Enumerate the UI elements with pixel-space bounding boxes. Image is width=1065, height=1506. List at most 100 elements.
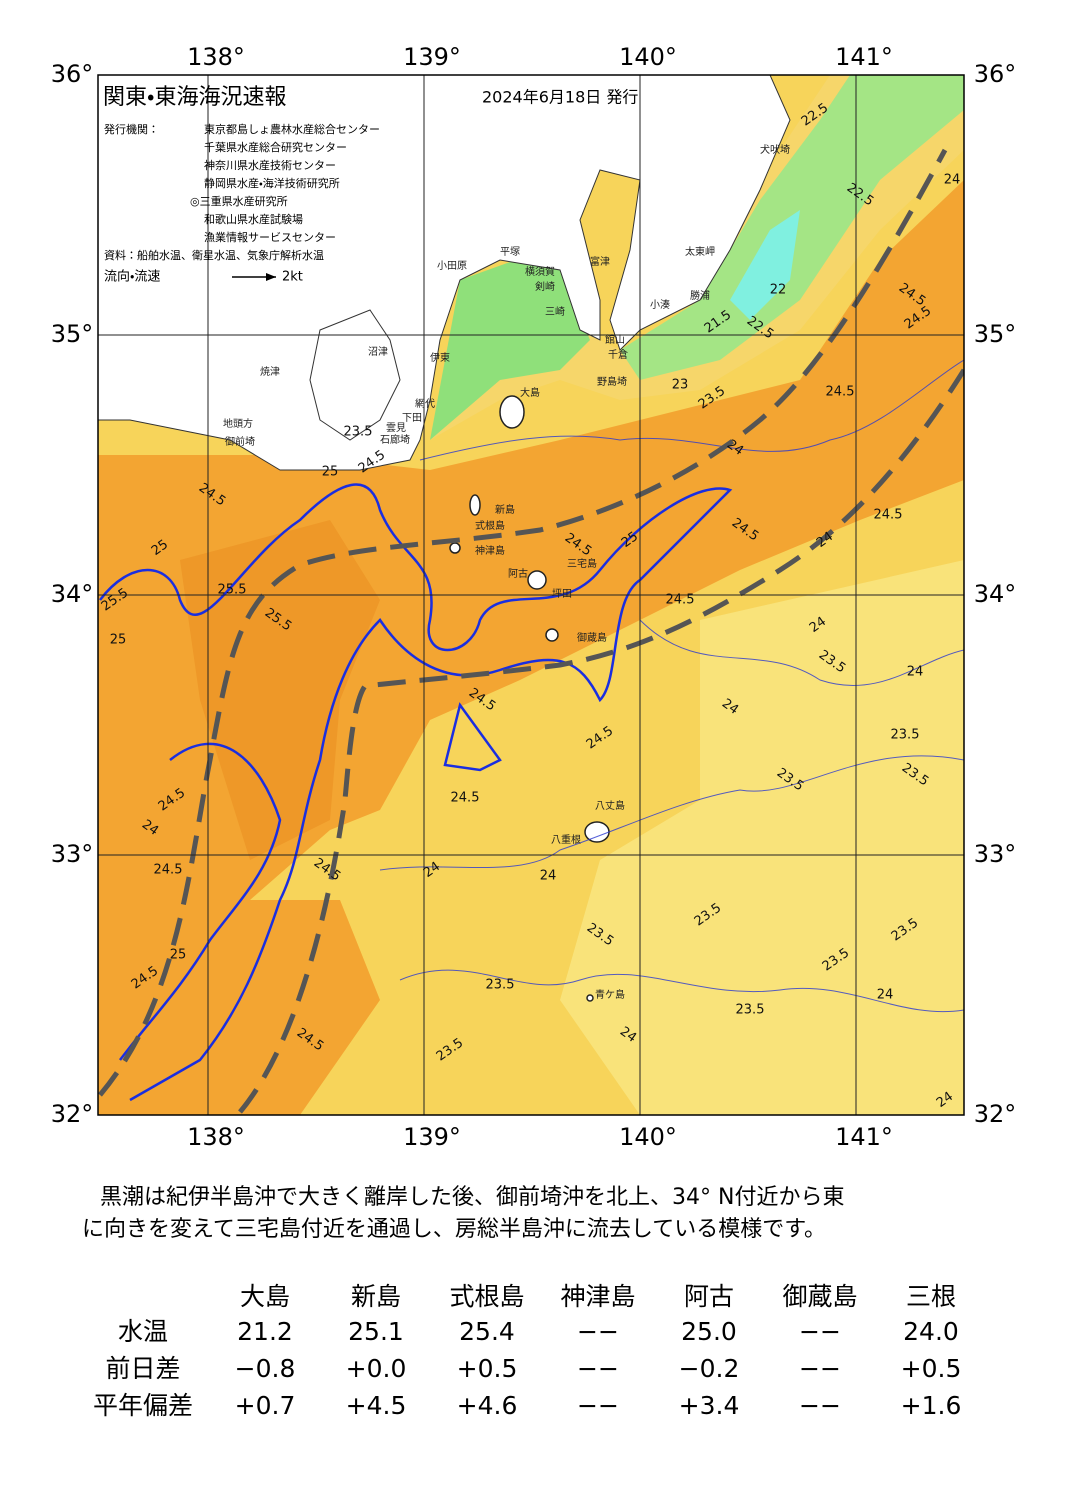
issuer-label: 発行機関： [104,122,159,136]
lat-label: 36° [974,60,1017,88]
place-name: 下田 [402,413,422,424]
place-name: 新島 [495,503,515,516]
lat-label: 33° [974,840,1017,868]
place-name: 小田原 [437,260,467,272]
place-name: 石廊埼 [380,433,410,446]
contour-label: 24.5 [874,508,903,523]
place-name: 地頭方 [223,417,253,430]
contour-label: 23.5 [736,1003,765,1018]
flow-legend-arrowhead [266,273,276,281]
flow-legend-unit: 2kt [282,270,303,285]
place-name: 大島 [520,386,540,399]
lat-label: 34° [51,580,94,608]
contour-label: 23.5 [344,425,373,440]
issuer: 千葉県水産総合研究センター [204,140,347,154]
issuer: ◎三重県水産研究所 [190,194,288,208]
table-cell: +1.6 [901,1391,962,1420]
cold-water [730,210,800,320]
izu-peninsula [309,309,401,441]
lat-label: 34° [974,580,1017,608]
row-label: 前日差 [105,1354,180,1383]
place-name: 伊東 [430,351,450,364]
place-name: 野島埼 [597,375,627,388]
contour-label: 24.5 [154,863,183,878]
table-cell: −− [799,1354,841,1383]
lat-label: 35° [51,320,94,348]
island [499,395,525,429]
lat-label: 32° [51,1100,94,1128]
table-cell: 24.0 [903,1317,959,1346]
table-cell: +0.5 [901,1354,962,1383]
table-cell: −0.8 [235,1354,296,1383]
isotherm-thin [379,359,964,1013]
table-cell: 25.0 [681,1317,737,1346]
island [449,542,461,554]
contour-label: 24 [877,988,894,1003]
contour-line [639,619,964,686]
column-header: 新島 [351,1282,401,1311]
table-cell: +4.5 [346,1391,407,1420]
place-name: 八丈島 [595,799,625,812]
lon-label: 141° [835,43,893,71]
table-cell: −− [799,1391,841,1420]
lat-label: 35° [974,320,1017,348]
place-name: 式根島 [475,519,505,532]
lon-label: 140° [619,1123,677,1151]
table-cell: −− [577,1354,619,1383]
place-name: 青ケ島 [595,988,625,1001]
place-name: 犬吠埼 [760,143,790,156]
place-name: 平塚 [500,246,520,258]
data-source: 資料：船舶水温、衛星水温、気象庁解析水温 [104,248,324,262]
table-cell: +0.7 [235,1391,296,1420]
place-name: 御蔵島 [577,631,607,644]
contour-label: 25 [110,633,127,648]
row-label: 平年偏差 [93,1391,193,1420]
lat-label: 33° [51,840,94,868]
contour-label: 24.5 [451,791,480,806]
column-header: 大島 [240,1282,290,1311]
place-name: 雲見 [386,422,406,434]
place-name: 八重根 [551,833,581,846]
table-cell: −− [799,1317,841,1346]
place-name: 横須賀 [525,265,555,278]
lon-label: 138° [187,1123,245,1151]
contour-label: 24 [540,869,557,884]
table-cell: 21.2 [237,1317,293,1346]
place-name: 坪田 [552,587,572,600]
issuer: 東京都島しょ農林水産総合センター [204,122,380,136]
place-name: 沼津 [368,345,388,358]
column-header: 御蔵島 [782,1282,857,1311]
issuer-list: 東京都島しょ農林水産総合センター千葉県水産総合研究センター神奈川県水産技術センタ… [190,122,380,244]
lon-label: 141° [835,1123,893,1151]
contour-label: 25.5 [218,583,247,598]
contour-label: 25 [170,948,187,963]
table-cell: −− [577,1317,619,1346]
island [584,821,610,843]
kuroshio-water [98,180,964,1115]
islands [449,395,610,1002]
table-cell: −− [577,1391,619,1420]
place-name: 富津 [590,255,610,268]
place-name: 阿古 [508,567,528,580]
lon-label: 139° [403,43,461,71]
island [545,628,559,642]
place-name: 小湊 [650,298,670,311]
kuroshio-axis [98,148,964,1114]
column-header: 阿古 [684,1282,734,1311]
kuroshio-north-edge [98,148,948,1097]
place-name: 三宅島 [567,557,597,570]
issuer: 静岡県水産・海洋技術研究所 [204,176,340,190]
place-name: 剣崎 [535,280,555,293]
contour-label: 23.5 [891,728,920,743]
lat-label: 32° [974,1100,1017,1128]
contour-label: 24 [907,665,924,680]
table-cell: −0.2 [679,1354,740,1383]
place-name: 館山 [605,333,625,346]
column-header: 三根 [906,1282,956,1311]
contour-label: 24 [944,173,961,188]
island [586,994,594,1002]
table-cell: +3.4 [679,1391,740,1420]
